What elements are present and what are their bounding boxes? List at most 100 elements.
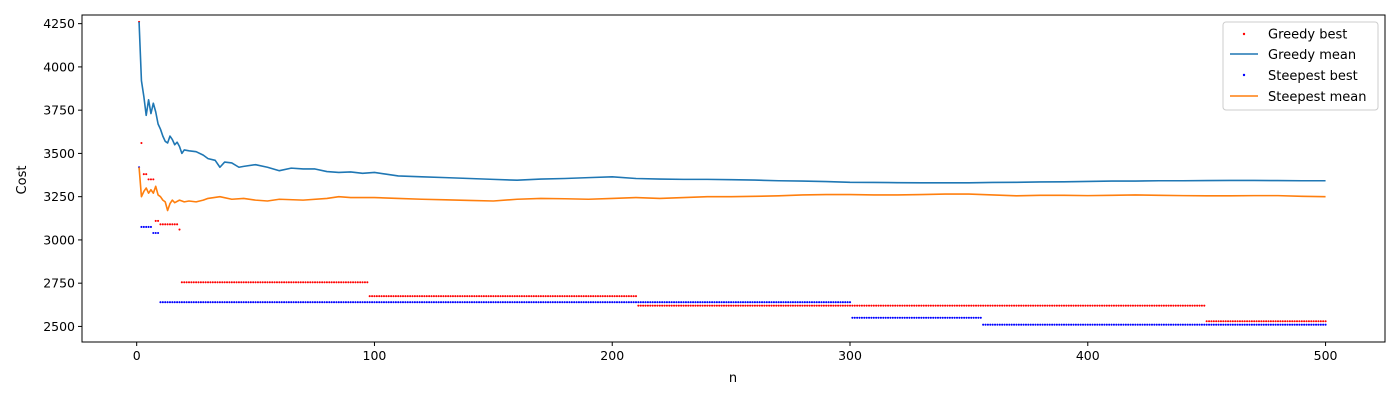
legend-label-greedy-best: Greedy best — [1268, 28, 1347, 43]
data-point — [1269, 320, 1272, 323]
data-point — [1284, 320, 1287, 323]
data-point — [546, 295, 550, 298]
data-point — [1224, 320, 1227, 323]
data-point — [518, 295, 521, 298]
data-point — [894, 316, 897, 319]
data-point — [589, 301, 592, 304]
data-point — [233, 281, 236, 284]
data-point — [827, 304, 830, 307]
data-point — [803, 304, 806, 307]
data-point — [787, 301, 790, 304]
data-point — [297, 281, 300, 284]
data-point — [620, 301, 623, 304]
data-point — [827, 301, 830, 304]
data-point — [936, 304, 940, 307]
data-point — [998, 323, 1001, 326]
data-point — [176, 301, 179, 304]
data-point — [860, 304, 863, 307]
data-point — [1310, 323, 1313, 326]
data-point — [254, 301, 257, 304]
data-point — [535, 301, 538, 304]
data-point — [487, 301, 490, 304]
data-point — [977, 304, 980, 307]
data-point — [665, 304, 668, 307]
data-point — [1034, 323, 1037, 326]
data-point — [925, 316, 928, 319]
data-point — [309, 301, 312, 304]
data-point — [449, 301, 452, 304]
data-point — [287, 281, 290, 284]
data-point — [166, 223, 169, 226]
data-point — [430, 295, 433, 298]
data-point — [746, 304, 749, 307]
data-point — [585, 301, 588, 304]
data-point — [214, 281, 217, 284]
data-point — [720, 304, 723, 307]
series-steepest-mean — [138, 167, 1326, 212]
data-point — [1024, 304, 1028, 307]
data-point — [951, 316, 954, 319]
data-point — [380, 301, 383, 304]
data-point — [152, 231, 155, 235]
data-point — [444, 295, 447, 298]
data-point — [145, 225, 148, 228]
data-point — [1048, 323, 1051, 326]
data-point — [708, 304, 711, 307]
data-point — [556, 301, 559, 304]
data-point — [475, 295, 478, 298]
data-point — [915, 304, 918, 307]
data-point — [211, 301, 214, 304]
data-point — [161, 223, 164, 226]
data-point — [941, 316, 944, 319]
data-point — [551, 301, 554, 304]
data-point — [309, 281, 312, 284]
data-point — [858, 316, 861, 319]
data-point — [720, 301, 723, 304]
data-point — [1200, 323, 1203, 326]
data-point — [328, 281, 331, 284]
data-point — [646, 301, 649, 304]
data-point — [439, 295, 443, 298]
data-point — [1286, 320, 1289, 323]
data-point — [618, 301, 621, 304]
legend-label-steepest-mean: Steepest mean — [1268, 90, 1366, 105]
data-point — [520, 301, 523, 304]
data-point — [841, 301, 844, 304]
data-point — [1286, 323, 1289, 326]
data-point — [411, 295, 414, 298]
data-point — [394, 301, 397, 304]
data-point — [808, 304, 811, 307]
data-point — [1272, 323, 1275, 326]
data-point — [625, 301, 628, 304]
data-point — [732, 304, 735, 307]
data-point — [304, 281, 307, 284]
data-point — [730, 304, 733, 307]
data-point — [1146, 304, 1149, 307]
data-point — [615, 301, 619, 304]
data-point — [996, 304, 999, 307]
y-tick-label: 2750 — [43, 276, 75, 291]
data-point — [1212, 320, 1215, 323]
data-point — [865, 304, 868, 307]
data-point — [1127, 323, 1130, 326]
data-point — [791, 301, 794, 304]
data-point — [903, 316, 906, 319]
data-point — [722, 304, 726, 307]
data-point — [1324, 320, 1327, 323]
data-point — [829, 301, 833, 304]
data-point — [1288, 323, 1291, 326]
data-point — [299, 281, 302, 284]
data-point — [1117, 323, 1120, 326]
data-point — [1186, 304, 1189, 307]
data-point — [675, 304, 678, 307]
data-point — [349, 301, 352, 304]
data-point — [1013, 304, 1016, 307]
data-point — [727, 301, 730, 304]
data-point — [283, 281, 286, 284]
data-point — [566, 295, 569, 298]
data-point — [140, 225, 143, 228]
data-point — [711, 301, 714, 304]
data-point — [202, 301, 205, 304]
data-point — [856, 304, 859, 307]
data-point — [501, 301, 504, 304]
